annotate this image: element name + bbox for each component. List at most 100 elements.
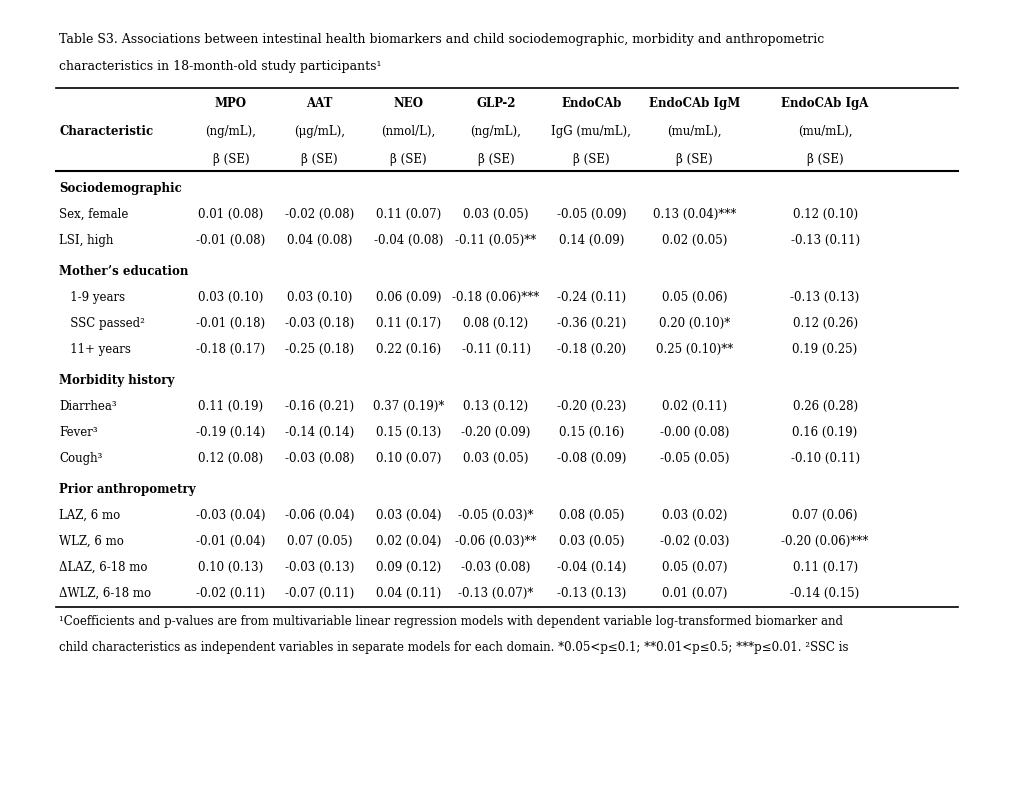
Text: -0.06 (0.03)**: -0.06 (0.03)** <box>454 535 536 548</box>
Text: 0.02 (0.04): 0.02 (0.04) <box>375 535 440 548</box>
Text: 0.20 (0.10)*: 0.20 (0.10)* <box>658 317 730 330</box>
Text: 0.19 (0.25): 0.19 (0.25) <box>792 343 857 356</box>
Text: -0.11 (0.05)**: -0.11 (0.05)** <box>454 234 536 247</box>
Text: 0.05 (0.06): 0.05 (0.06) <box>661 291 727 304</box>
Text: 0.11 (0.17): 0.11 (0.17) <box>792 561 857 574</box>
Text: -0.13 (0.13): -0.13 (0.13) <box>790 291 859 304</box>
Text: -0.04 (0.14): -0.04 (0.14) <box>556 561 626 574</box>
Text: -0.10 (0.11): -0.10 (0.11) <box>790 452 859 465</box>
Text: -0.02 (0.03): -0.02 (0.03) <box>659 535 729 548</box>
Text: Sex, female: Sex, female <box>59 208 128 221</box>
Text: 0.11 (0.07): 0.11 (0.07) <box>375 208 440 221</box>
Text: IgG (mu/mL),: IgG (mu/mL), <box>551 125 631 138</box>
Text: 0.01 (0.08): 0.01 (0.08) <box>198 208 263 221</box>
Text: 0.12 (0.08): 0.12 (0.08) <box>198 452 263 465</box>
Text: 0.11 (0.19): 0.11 (0.19) <box>198 400 263 413</box>
Text: WLZ, 6 mo: WLZ, 6 mo <box>59 535 124 548</box>
Text: -0.07 (0.11): -0.07 (0.11) <box>284 587 354 600</box>
Text: 0.03 (0.05): 0.03 (0.05) <box>558 535 624 548</box>
Text: (ng/mL),: (ng/mL), <box>470 125 521 138</box>
Text: AAT: AAT <box>306 97 332 110</box>
Text: -0.20 (0.06)***: -0.20 (0.06)*** <box>781 535 868 548</box>
Text: MPO: MPO <box>215 97 247 110</box>
Text: -0.05 (0.03)*: -0.05 (0.03)* <box>458 509 533 522</box>
Text: 0.03 (0.05): 0.03 (0.05) <box>463 208 528 221</box>
Text: β (SE): β (SE) <box>389 153 426 166</box>
Text: 0.04 (0.08): 0.04 (0.08) <box>286 234 352 247</box>
Text: -0.24 (0.11): -0.24 (0.11) <box>556 291 626 304</box>
Text: (mu/mL),: (mu/mL), <box>666 125 721 138</box>
Text: -0.36 (0.21): -0.36 (0.21) <box>556 317 626 330</box>
Text: Mother’s education: Mother’s education <box>59 265 189 278</box>
Text: 0.09 (0.12): 0.09 (0.12) <box>375 561 440 574</box>
Text: 0.25 (0.10)**: 0.25 (0.10)** <box>655 343 733 356</box>
Text: -0.01 (0.08): -0.01 (0.08) <box>196 234 265 247</box>
Text: Cough³: Cough³ <box>59 452 103 465</box>
Text: EndoCAb IgA: EndoCAb IgA <box>781 97 868 110</box>
Text: Diarrhea³: Diarrhea³ <box>59 400 116 413</box>
Text: -0.05 (0.05): -0.05 (0.05) <box>659 452 729 465</box>
Text: -0.03 (0.13): -0.03 (0.13) <box>284 561 354 574</box>
Text: NEO: NEO <box>393 97 423 110</box>
Text: -0.18 (0.17): -0.18 (0.17) <box>196 343 265 356</box>
Text: GLP-2: GLP-2 <box>476 97 516 110</box>
Text: 0.02 (0.11): 0.02 (0.11) <box>661 400 727 413</box>
Text: 0.03 (0.10): 0.03 (0.10) <box>198 291 263 304</box>
Text: -0.04 (0.08): -0.04 (0.08) <box>373 234 442 247</box>
Text: 0.01 (0.07): 0.01 (0.07) <box>661 587 727 600</box>
Text: 0.15 (0.13): 0.15 (0.13) <box>375 426 440 439</box>
Text: 0.03 (0.10): 0.03 (0.10) <box>286 291 352 304</box>
Text: Fever³: Fever³ <box>59 426 98 439</box>
Text: β (SE): β (SE) <box>477 153 514 166</box>
Text: β (SE): β (SE) <box>212 153 249 166</box>
Text: 1-9 years: 1-9 years <box>59 291 125 304</box>
Text: β (SE): β (SE) <box>676 153 712 166</box>
Text: (nmol/L),: (nmol/L), <box>381 125 435 138</box>
Text: -0.02 (0.11): -0.02 (0.11) <box>196 587 265 600</box>
Text: β (SE): β (SE) <box>301 153 337 166</box>
Text: 0.16 (0.19): 0.16 (0.19) <box>792 426 857 439</box>
Text: LSI, high: LSI, high <box>59 234 113 247</box>
Text: 0.10 (0.07): 0.10 (0.07) <box>375 452 440 465</box>
Text: 0.11 (0.17): 0.11 (0.17) <box>375 317 440 330</box>
Text: child characteristics as independent variables in separate models for each domai: child characteristics as independent var… <box>59 641 848 654</box>
Text: Characteristic: Characteristic <box>59 125 153 138</box>
Text: β (SE): β (SE) <box>806 153 843 166</box>
Text: LAZ, 6 mo: LAZ, 6 mo <box>59 509 120 522</box>
Text: (mu/mL),: (mu/mL), <box>797 125 852 138</box>
Text: -0.14 (0.14): -0.14 (0.14) <box>284 426 354 439</box>
Text: 0.12 (0.26): 0.12 (0.26) <box>792 317 857 330</box>
Text: -0.01 (0.04): -0.01 (0.04) <box>196 535 265 548</box>
Text: -0.03 (0.08): -0.03 (0.08) <box>284 452 354 465</box>
Text: EndoCAb IgM: EndoCAb IgM <box>648 97 740 110</box>
Text: 0.03 (0.04): 0.03 (0.04) <box>375 509 440 522</box>
Text: 0.07 (0.05): 0.07 (0.05) <box>286 535 352 548</box>
Text: 0.04 (0.11): 0.04 (0.11) <box>375 587 440 600</box>
Text: -0.05 (0.09): -0.05 (0.09) <box>556 208 626 221</box>
Text: β (SE): β (SE) <box>573 153 609 166</box>
Text: -0.03 (0.04): -0.03 (0.04) <box>196 509 265 522</box>
Text: ΔLAZ, 6-18 mo: ΔLAZ, 6-18 mo <box>59 561 148 574</box>
Text: 0.03 (0.05): 0.03 (0.05) <box>463 452 528 465</box>
Text: 0.08 (0.05): 0.08 (0.05) <box>558 509 624 522</box>
Text: 0.22 (0.16): 0.22 (0.16) <box>375 343 440 356</box>
Text: 0.37 (0.19)*: 0.37 (0.19)* <box>372 400 443 413</box>
Text: 0.13 (0.12): 0.13 (0.12) <box>463 400 528 413</box>
Text: -0.13 (0.13): -0.13 (0.13) <box>556 587 626 600</box>
Text: -0.13 (0.07)*: -0.13 (0.07)* <box>458 587 533 600</box>
Text: -0.08 (0.09): -0.08 (0.09) <box>556 452 626 465</box>
Text: -0.20 (0.23): -0.20 (0.23) <box>556 400 626 413</box>
Text: 0.02 (0.05): 0.02 (0.05) <box>661 234 727 247</box>
Text: -0.25 (0.18): -0.25 (0.18) <box>284 343 354 356</box>
Text: EndoCAb: EndoCAb <box>560 97 621 110</box>
Text: -0.02 (0.08): -0.02 (0.08) <box>284 208 354 221</box>
Text: 0.05 (0.07): 0.05 (0.07) <box>661 561 727 574</box>
Text: Sociodemographic: Sociodemographic <box>59 182 181 195</box>
Text: -0.19 (0.14): -0.19 (0.14) <box>196 426 265 439</box>
Text: 0.12 (0.10): 0.12 (0.10) <box>792 208 857 221</box>
Text: -0.01 (0.18): -0.01 (0.18) <box>196 317 265 330</box>
Text: 0.06 (0.09): 0.06 (0.09) <box>375 291 440 304</box>
Text: -0.13 (0.11): -0.13 (0.11) <box>790 234 859 247</box>
Text: 0.13 (0.04)***: 0.13 (0.04)*** <box>652 208 736 221</box>
Text: 0.10 (0.13): 0.10 (0.13) <box>198 561 263 574</box>
